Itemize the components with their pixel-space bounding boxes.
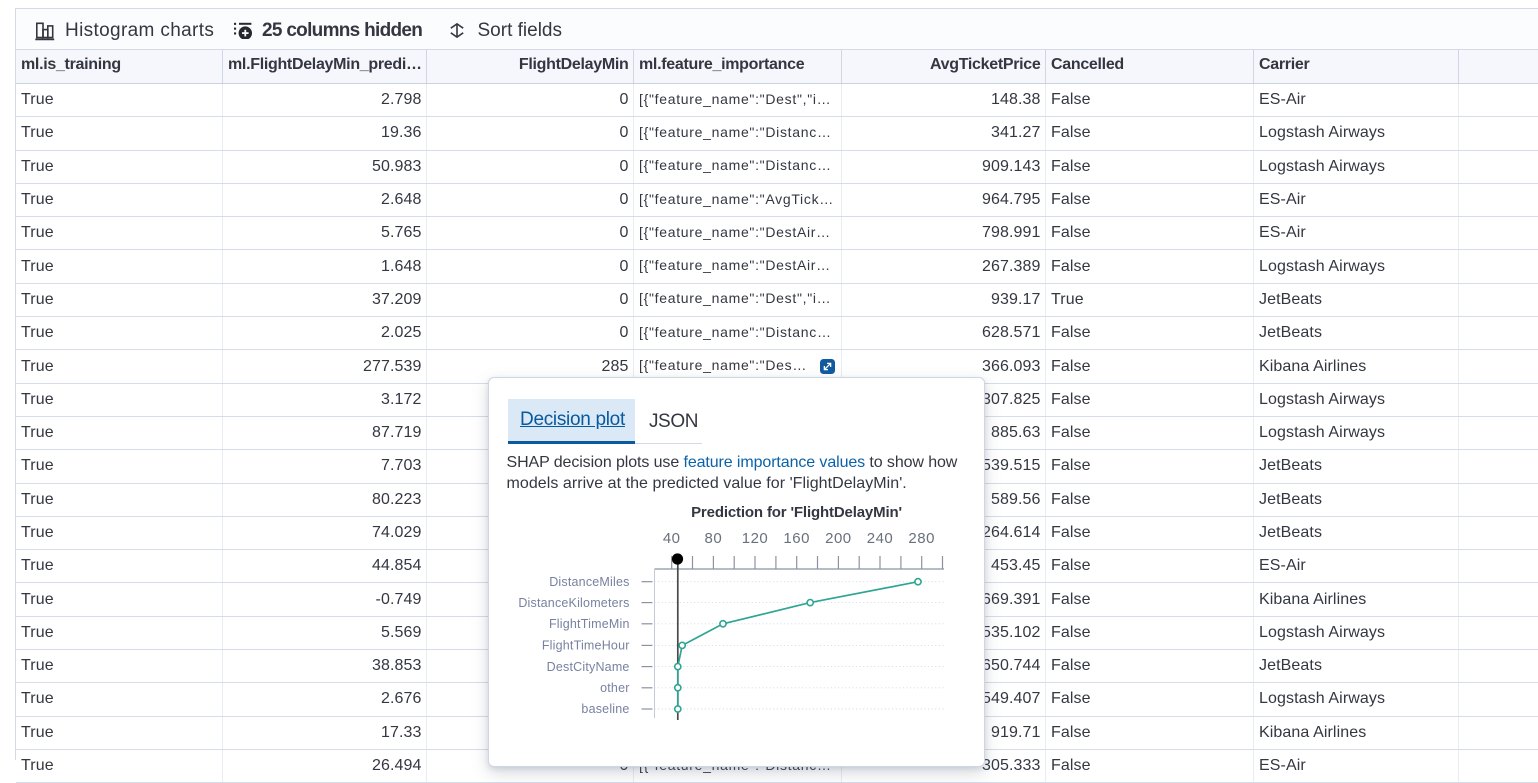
svg-text:DistanceMiles: DistanceMiles <box>549 575 629 589</box>
svg-text:160: 160 <box>783 530 810 547</box>
svg-text:baseline: baseline <box>581 702 629 716</box>
svg-text:40: 40 <box>663 530 681 547</box>
svg-text:200: 200 <box>825 530 852 547</box>
svg-text:280: 280 <box>908 530 935 547</box>
svg-text:120: 120 <box>742 530 769 547</box>
svg-text:80: 80 <box>705 530 723 547</box>
svg-text:DestCityName: DestCityName <box>547 660 630 674</box>
svg-text:FlightTimeMin: FlightTimeMin <box>549 617 630 631</box>
svg-text:240: 240 <box>867 530 894 547</box>
svg-text:FlightTimeHour: FlightTimeHour <box>542 639 630 653</box>
svg-text:DistanceKilometers: DistanceKilometers <box>518 596 629 610</box>
svg-text:other: other <box>600 681 630 695</box>
